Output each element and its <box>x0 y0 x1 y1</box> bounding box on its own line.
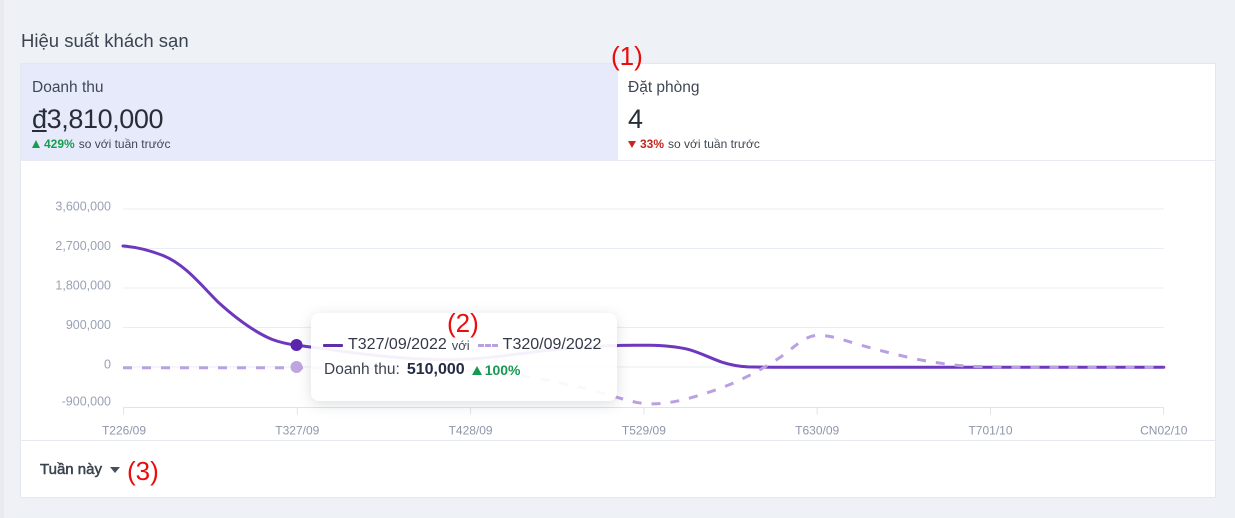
svg-text:1,800,000: 1,800,000 <box>55 279 111 293</box>
svg-text:900,000: 900,000 <box>66 318 111 332</box>
svg-text:T428/09: T428/09 <box>449 424 493 438</box>
svg-text:2,700,000: 2,700,000 <box>55 239 111 253</box>
svg-text:-900,000: -900,000 <box>62 395 111 409</box>
svg-text:CN02/10: CN02/10 <box>1140 424 1188 438</box>
svg-text:T226/09: T226/09 <box>102 424 146 438</box>
svg-text:3,600,000: 3,600,000 <box>55 200 111 214</box>
svg-text:T630/09: T630/09 <box>795 424 839 438</box>
svg-text:T327/09: T327/09 <box>275 424 319 438</box>
svg-text:T529/09: T529/09 <box>622 424 666 438</box>
svg-text:0: 0 <box>104 358 111 372</box>
svg-text:T701/10: T701/10 <box>968 424 1012 438</box>
